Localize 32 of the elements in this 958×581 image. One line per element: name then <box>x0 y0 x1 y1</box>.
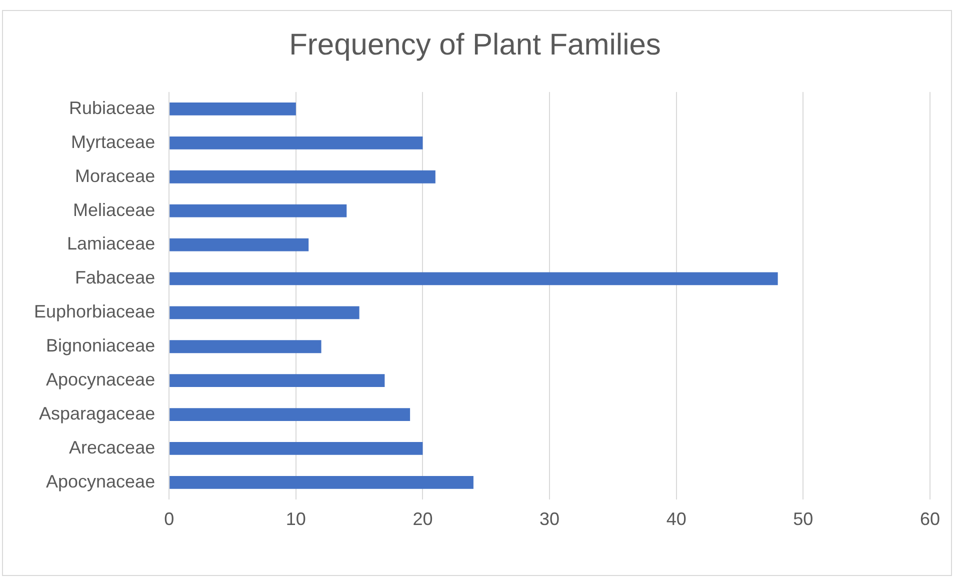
chart-title: Frequency of Plant Families <box>289 28 661 62</box>
x-tick-label: 20 <box>412 509 433 530</box>
x-tick-label: 10 <box>286 509 306 530</box>
bar <box>170 374 385 388</box>
x-tick-label: 30 <box>540 509 560 530</box>
bar <box>170 306 360 320</box>
y-tick-label: Arecaceae <box>69 437 156 458</box>
bar <box>170 238 309 252</box>
bar <box>170 272 778 286</box>
y-tick-label: Meliaceae <box>73 200 156 220</box>
bar <box>170 408 410 421</box>
x-tick-label: 60 <box>920 509 940 530</box>
y-tick-label: Moraceae <box>75 166 156 186</box>
y-tick-label: Apocynaceae <box>46 471 156 492</box>
x-tick-label: 0 <box>164 509 174 530</box>
y-tick-label: Euphorbiaceae <box>34 302 156 322</box>
y-tick-label: Bignoniaceae <box>46 336 156 356</box>
bar <box>170 442 423 455</box>
x-tick-label: 50 <box>793 509 814 530</box>
bar <box>170 136 423 150</box>
y-tick-label: Myrtaceae <box>71 132 156 152</box>
bar <box>170 476 474 489</box>
y-tick-label: Fabaceae <box>75 268 156 288</box>
y-tick-label: Apocynaceae <box>46 370 156 390</box>
x-tick-label: 40 <box>666 509 686 530</box>
y-tick-label: Asparagaceae <box>39 403 156 424</box>
bar <box>170 102 296 116</box>
y-tick-label: Lamiaceae <box>67 234 156 254</box>
bar <box>170 170 436 184</box>
bar <box>170 204 347 218</box>
bar <box>170 340 322 354</box>
y-tick-label: Rubiaceae <box>69 98 156 118</box>
